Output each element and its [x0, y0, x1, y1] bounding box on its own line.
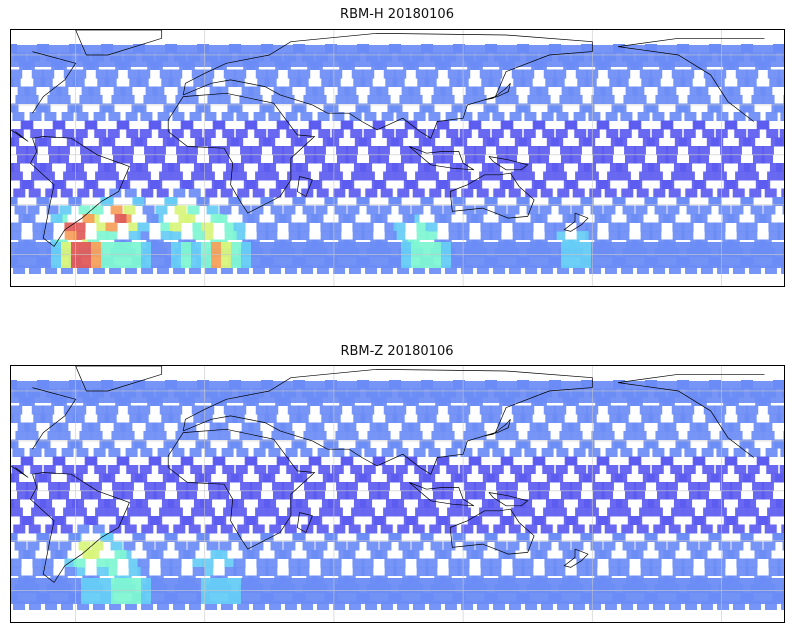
coastline-greenland-rbm-z-0 — [75, 366, 163, 392]
coastline-madagascar-rbm-z-0 — [296, 512, 313, 534]
coastline-north-america-rbm-z-0 — [618, 373, 765, 383]
map-canvas-rbm-z — [11, 366, 784, 622]
coastline-new-guinea-rbm-h-0 — [488, 156, 529, 171]
coastline-africa-rbm-z-0 — [167, 428, 316, 550]
coastline-new-zealand-rbm-h-0 — [563, 212, 589, 232]
coastline-north-america-rbm-z-4 — [618, 382, 754, 458]
swath-layer-rbm-h — [11, 44, 784, 274]
coastline-north-america-rbm-h-4 — [618, 46, 754, 122]
gridlines-rbm-z — [11, 366, 784, 622]
coastlines-rbm-h — [11, 30, 765, 247]
gridlines-rbm-h — [11, 30, 784, 286]
coastline-australia-rbm-h-0 — [449, 172, 535, 219]
coastline-new-guinea-rbm-z-0 — [488, 492, 529, 507]
coastline-south-america-rbm-h-0 — [29, 136, 130, 247]
coastline-new-zealand-rbm-z-0 — [563, 548, 589, 568]
coastline-indonesia-rbm-h-0 — [409, 146, 474, 171]
coastline-madagascar-rbm-h-0 — [296, 176, 313, 198]
coastline-north-america-rbm-h-1 — [32, 51, 77, 114]
coastline-north-america-rbm-z-1 — [32, 387, 77, 450]
coastline-indonesia-rbm-z-0 — [409, 482, 474, 507]
panel-title-rbm-h: RBM-H 20180106 — [340, 7, 454, 22]
swath-layer-rbm-z — [11, 380, 784, 610]
coastline-north-america-rbm-h-3 — [11, 129, 29, 142]
coastline-north-america-rbm-z-3 — [11, 465, 29, 478]
coastline-greenland-rbm-h-0 — [75, 30, 163, 56]
map-panel-rbm-z — [10, 365, 785, 623]
coastline-japan-rbm-h-0 — [484, 83, 511, 101]
coastline-south-america-rbm-z-0 — [29, 472, 130, 583]
coastline-europe-asia-rbm-z-0 — [182, 368, 593, 475]
coastlines-rbm-z — [11, 366, 765, 583]
map-panel-rbm-h — [10, 29, 785, 287]
coastline-north-america-rbm-h-0 — [618, 37, 765, 47]
coastline-africa-rbm-h-0 — [167, 92, 316, 214]
coastline-europe-asia-rbm-h-0 — [182, 32, 593, 139]
coastline-australia-rbm-z-0 — [449, 508, 535, 555]
coastline-japan-rbm-z-0 — [484, 419, 511, 437]
panel-title-rbm-z: RBM-Z 20180106 — [340, 344, 454, 359]
map-canvas-rbm-h — [11, 30, 784, 286]
